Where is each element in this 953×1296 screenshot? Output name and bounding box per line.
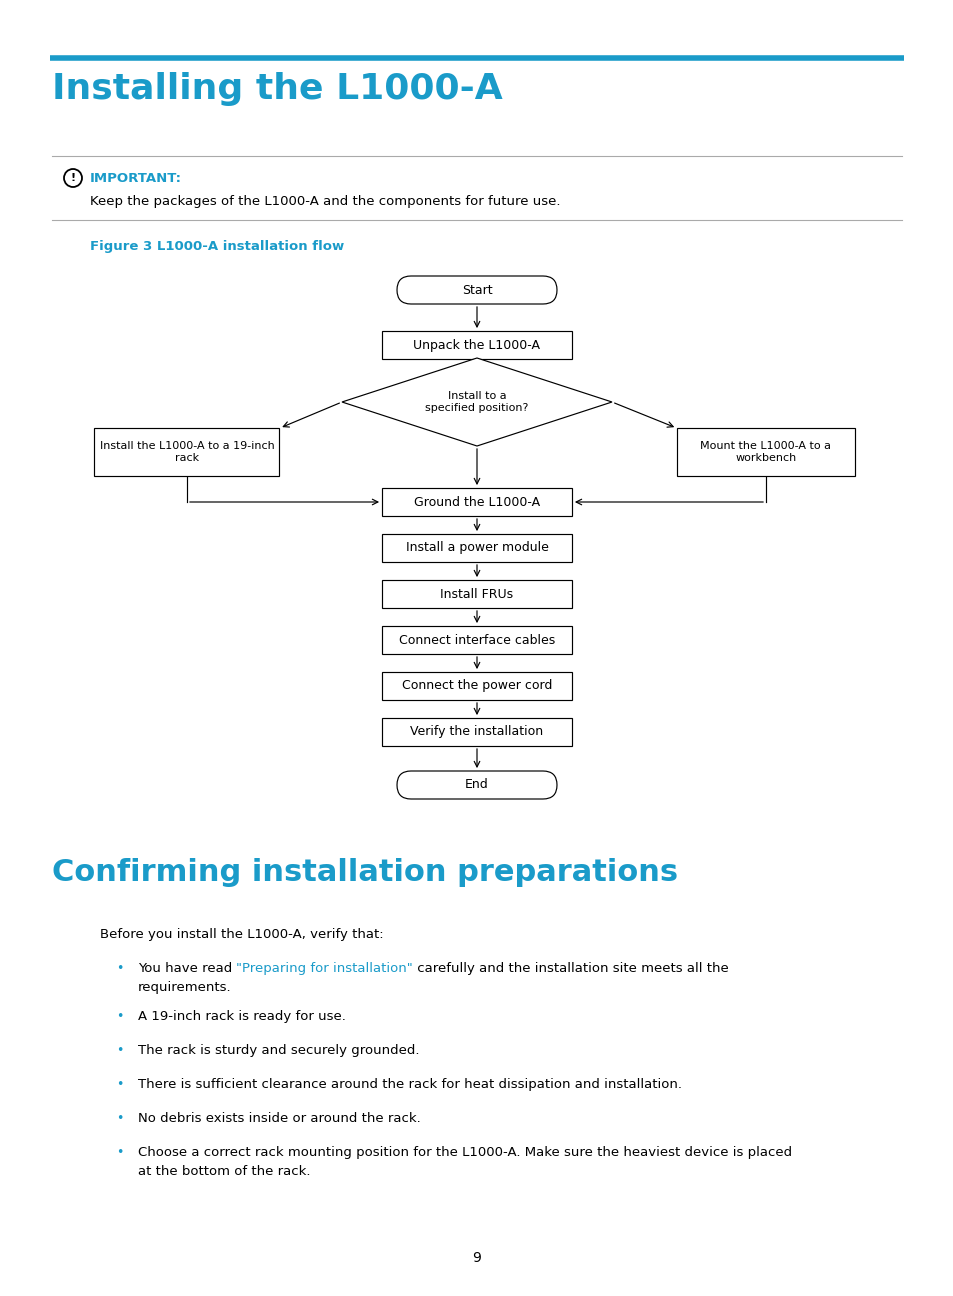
Text: Keep the packages of the L1000-A and the components for future use.: Keep the packages of the L1000-A and the… — [90, 194, 560, 207]
Text: No debris exists inside or around the rack.: No debris exists inside or around the ra… — [138, 1112, 420, 1125]
Text: !: ! — [71, 172, 75, 183]
Text: •: • — [116, 1146, 124, 1159]
Text: Mount the L1000-A to a
workbench: Mount the L1000-A to a workbench — [700, 441, 831, 463]
Text: Start: Start — [461, 284, 492, 297]
Text: Connect interface cables: Connect interface cables — [398, 634, 555, 647]
FancyBboxPatch shape — [381, 718, 572, 746]
Text: Install a power module: Install a power module — [405, 542, 548, 555]
Text: A 19-inch rack is ready for use.: A 19-inch rack is ready for use. — [138, 1010, 346, 1023]
Text: Install to a
specified position?: Install to a specified position? — [425, 391, 528, 413]
Text: Figure 3 L1000-A installation flow: Figure 3 L1000-A installation flow — [90, 240, 344, 253]
Polygon shape — [341, 358, 612, 446]
Text: Ground the L1000-A: Ground the L1000-A — [414, 495, 539, 508]
Text: Installing the L1000-A: Installing the L1000-A — [52, 73, 502, 106]
Text: Confirming installation preparations: Confirming installation preparations — [52, 858, 678, 886]
Text: Install the L1000-A to a 19-inch
rack: Install the L1000-A to a 19-inch rack — [99, 441, 274, 463]
Text: Unpack the L1000-A: Unpack the L1000-A — [413, 338, 540, 351]
Text: •: • — [116, 1010, 124, 1023]
Text: "Preparing for installation": "Preparing for installation" — [236, 962, 413, 975]
Text: Connect the power cord: Connect the power cord — [401, 679, 552, 692]
Text: End: End — [465, 779, 488, 792]
Text: You have read: You have read — [138, 962, 236, 975]
FancyBboxPatch shape — [396, 276, 557, 305]
Text: The rack is sturdy and securely grounded.: The rack is sturdy and securely grounded… — [138, 1045, 419, 1058]
Text: There is sufficient clearance around the rack for heat dissipation and installat: There is sufficient clearance around the… — [138, 1078, 681, 1091]
Text: •: • — [116, 1078, 124, 1091]
Text: •: • — [116, 1112, 124, 1125]
Text: IMPORTANT:: IMPORTANT: — [90, 171, 182, 184]
FancyBboxPatch shape — [381, 673, 572, 700]
FancyBboxPatch shape — [396, 771, 557, 800]
FancyBboxPatch shape — [381, 534, 572, 562]
FancyBboxPatch shape — [677, 428, 854, 476]
FancyBboxPatch shape — [381, 330, 572, 359]
Text: requirements.: requirements. — [138, 981, 232, 994]
Text: 9: 9 — [472, 1251, 481, 1265]
FancyBboxPatch shape — [381, 581, 572, 608]
FancyBboxPatch shape — [94, 428, 279, 476]
FancyBboxPatch shape — [381, 626, 572, 654]
Text: Install FRUs: Install FRUs — [440, 587, 513, 600]
FancyBboxPatch shape — [381, 489, 572, 516]
Text: Verify the installation: Verify the installation — [410, 726, 543, 739]
Text: at the bottom of the rack.: at the bottom of the rack. — [138, 1165, 310, 1178]
Text: •: • — [116, 1045, 124, 1058]
Text: Choose a correct rack mounting position for the L1000-A. Make sure the heaviest : Choose a correct rack mounting position … — [138, 1146, 791, 1159]
Text: carefully and the installation site meets all the: carefully and the installation site meet… — [413, 962, 728, 975]
Text: •: • — [116, 962, 124, 975]
Text: Before you install the L1000-A, verify that:: Before you install the L1000-A, verify t… — [100, 928, 383, 941]
